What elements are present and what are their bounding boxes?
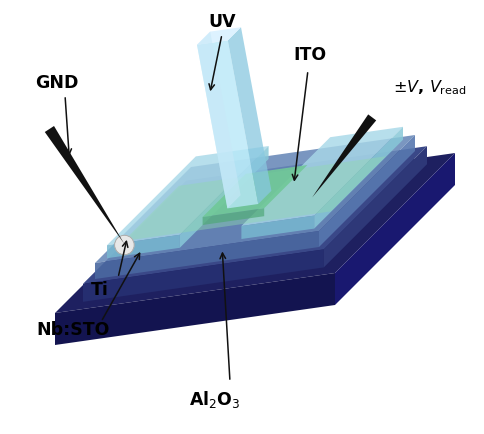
Text: Nb:STO: Nb:STO <box>36 321 110 339</box>
Text: $\pm V$, $V_\mathrm{read}$: $\pm V$, $V_\mathrm{read}$ <box>393 79 467 97</box>
Polygon shape <box>83 250 324 302</box>
Polygon shape <box>319 135 415 247</box>
Polygon shape <box>242 216 314 239</box>
Polygon shape <box>228 27 272 204</box>
Polygon shape <box>335 153 455 305</box>
Polygon shape <box>95 135 415 263</box>
Polygon shape <box>95 231 319 279</box>
Polygon shape <box>107 146 269 245</box>
Text: Al$_2$O$_3$: Al$_2$O$_3$ <box>189 389 241 411</box>
Polygon shape <box>314 127 403 229</box>
Polygon shape <box>242 127 403 226</box>
Circle shape <box>115 236 134 254</box>
Polygon shape <box>107 235 180 258</box>
Text: UV: UV <box>208 13 236 31</box>
Polygon shape <box>124 156 386 241</box>
Polygon shape <box>83 146 427 284</box>
Polygon shape <box>197 40 258 208</box>
Circle shape <box>116 237 133 253</box>
Text: ITO: ITO <box>293 46 327 64</box>
Polygon shape <box>55 153 455 313</box>
Text: Ti: Ti <box>91 281 109 299</box>
Polygon shape <box>203 208 264 225</box>
Circle shape <box>115 236 134 254</box>
Polygon shape <box>197 27 241 45</box>
Polygon shape <box>197 32 241 208</box>
Polygon shape <box>180 146 269 248</box>
Text: GND: GND <box>35 74 79 92</box>
Polygon shape <box>312 115 376 197</box>
Polygon shape <box>45 126 124 244</box>
Polygon shape <box>324 146 427 267</box>
Polygon shape <box>203 165 307 217</box>
Polygon shape <box>55 273 335 345</box>
